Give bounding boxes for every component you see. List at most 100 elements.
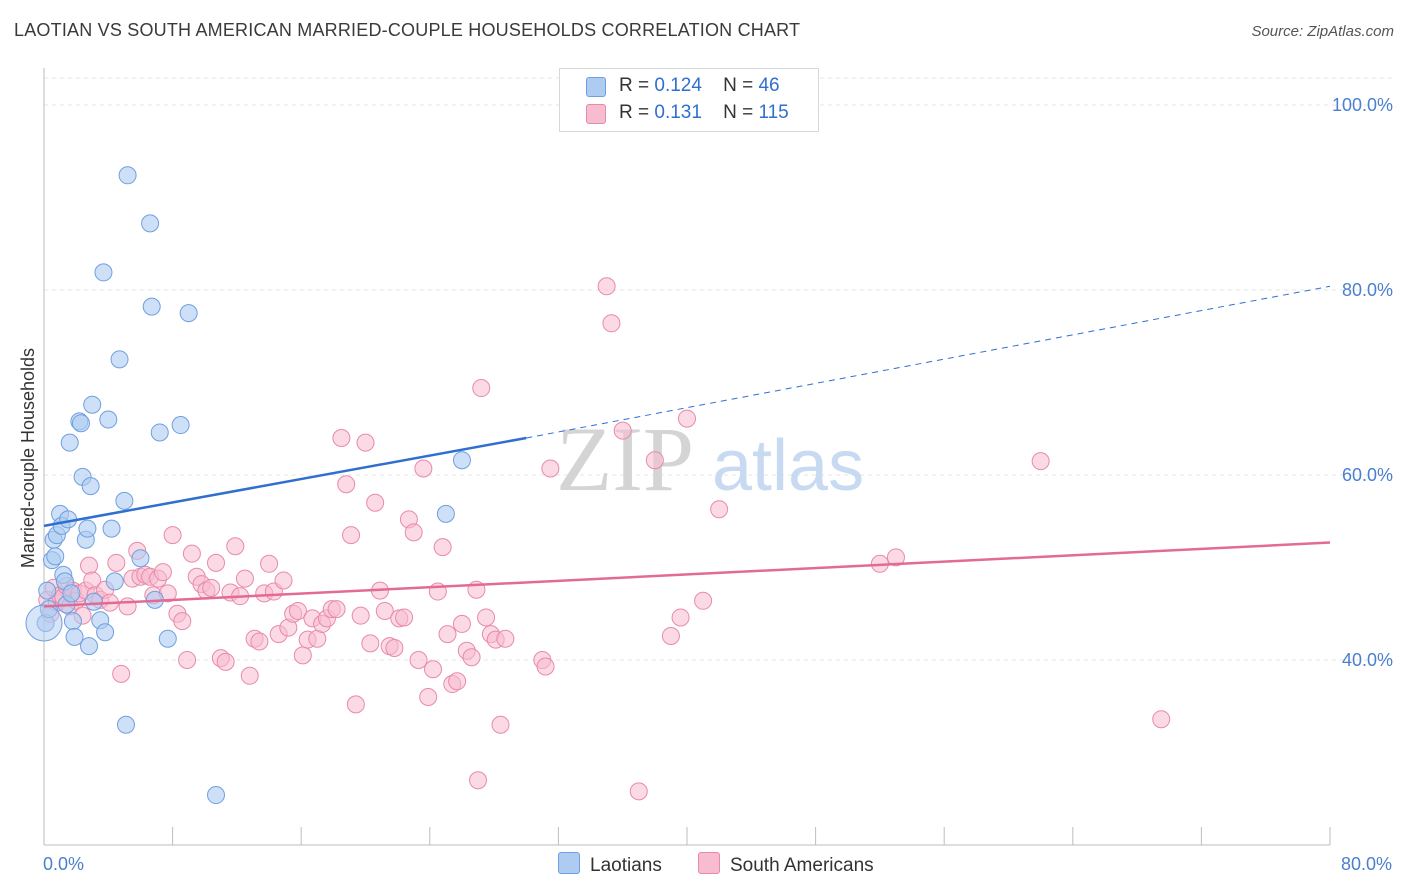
laotian-point bbox=[65, 627, 84, 646]
south-american-point bbox=[356, 433, 375, 452]
south-american-point bbox=[404, 523, 423, 542]
laotian-point bbox=[71, 414, 90, 433]
y-tick-labels: 40.0% 60.0% 80.0% 100.0% bbox=[1332, 95, 1393, 670]
laotian-point bbox=[158, 629, 177, 648]
south-american-point bbox=[678, 409, 696, 428]
laotian-point bbox=[78, 519, 97, 538]
bottom-legend-laotians: Laotians bbox=[558, 852, 662, 877]
laotian-point bbox=[105, 572, 124, 591]
laotian-point-large bbox=[25, 604, 63, 642]
laotian-point bbox=[83, 395, 102, 414]
south-american-point bbox=[419, 688, 438, 706]
laotian-point bbox=[62, 584, 81, 603]
legend: R = 0.124 N = 46 R = 0.131 N = 115 bbox=[559, 68, 819, 132]
laotian-point bbox=[46, 547, 65, 566]
south-american-point bbox=[385, 638, 404, 657]
south-american-point bbox=[182, 544, 201, 563]
south-american-point bbox=[536, 657, 555, 676]
laotian-point bbox=[81, 477, 100, 496]
south-american-point bbox=[361, 634, 380, 653]
south-american-point bbox=[645, 451, 664, 470]
south-american-point bbox=[240, 666, 259, 685]
south-american-point bbox=[452, 614, 471, 633]
south-american-point bbox=[1031, 452, 1050, 471]
south-american-point bbox=[491, 715, 510, 734]
south-american-point bbox=[424, 660, 443, 679]
south-american-point bbox=[207, 553, 226, 572]
south-american-point bbox=[613, 421, 632, 440]
legend-r-value: 0.131 bbox=[654, 102, 702, 123]
south-american-point bbox=[602, 314, 621, 333]
laotian-point bbox=[110, 350, 129, 369]
y-tick-label: 100.0% bbox=[1332, 95, 1393, 115]
south-american-point bbox=[327, 600, 346, 619]
laotian-point bbox=[102, 519, 121, 538]
laotian-point bbox=[436, 504, 455, 523]
south-american-point bbox=[448, 672, 467, 691]
laotian-point bbox=[80, 637, 99, 656]
bottom-legend-south-americans: South Americans bbox=[698, 852, 874, 877]
south-american-point bbox=[477, 608, 496, 627]
bottom-legend-swatch-pink bbox=[698, 852, 720, 874]
laotian-point bbox=[207, 786, 226, 805]
south-american-point bbox=[118, 597, 137, 616]
laotian-trend-line bbox=[43, 436, 527, 528]
laotian-trend-extension bbox=[526, 285, 1331, 439]
south-american-point bbox=[1152, 710, 1171, 729]
laotian-point bbox=[63, 612, 82, 631]
legend-n-value: 115 bbox=[758, 102, 789, 123]
south-american-point bbox=[288, 601, 307, 620]
laotian-point bbox=[142, 297, 161, 316]
watermark-atlas: atlas bbox=[712, 426, 864, 506]
laotian-point bbox=[115, 491, 134, 510]
south-american-point bbox=[366, 493, 385, 512]
laotian-point bbox=[116, 715, 135, 734]
south-american-point bbox=[235, 569, 254, 588]
laotian-point bbox=[118, 166, 137, 185]
south-american-point bbox=[629, 782, 648, 801]
south-american-point bbox=[694, 591, 713, 610]
axes bbox=[43, 68, 1331, 846]
south-american-point bbox=[153, 563, 172, 582]
laotian-point bbox=[150, 423, 169, 442]
legend-n-value: 46 bbox=[758, 75, 780, 96]
y-tick-label: 40.0% bbox=[1342, 650, 1393, 670]
south-american-point bbox=[346, 695, 365, 714]
y-axis-label: Married-couple Households bbox=[18, 348, 38, 568]
south-american-point bbox=[163, 526, 182, 545]
south-american-point bbox=[438, 625, 457, 644]
south-american-point bbox=[886, 548, 905, 567]
legend-r-value: 0.124 bbox=[654, 75, 702, 96]
laotian-point bbox=[171, 416, 190, 435]
trend-lines bbox=[43, 285, 1331, 608]
legend-swatch-pink bbox=[586, 104, 606, 124]
laotian-point bbox=[99, 410, 118, 429]
south-american-point bbox=[173, 612, 192, 631]
south-american-point bbox=[541, 459, 560, 478]
south-american-point bbox=[469, 771, 488, 790]
south-american-point bbox=[293, 646, 312, 665]
watermark: ZIP atlas bbox=[556, 408, 864, 510]
south-american-point bbox=[178, 651, 197, 669]
south-american-point bbox=[395, 608, 414, 627]
south-american-point bbox=[260, 554, 279, 573]
south-american-point bbox=[661, 626, 680, 645]
south-american-point bbox=[671, 608, 690, 627]
south-american-point bbox=[202, 578, 221, 597]
south-american-point bbox=[710, 500, 729, 519]
south-american-point bbox=[433, 538, 452, 557]
south-american-point bbox=[342, 526, 361, 545]
south-american-point bbox=[351, 606, 370, 625]
laotian-point bbox=[94, 263, 113, 282]
south-american-point bbox=[337, 475, 356, 494]
south-american-point bbox=[80, 556, 99, 575]
x-tick-max: 80.0% bbox=[1341, 854, 1392, 874]
south-american-point bbox=[597, 277, 616, 296]
y-tick-label: 80.0% bbox=[1342, 280, 1393, 300]
laotian-point bbox=[131, 549, 150, 568]
south-american-point bbox=[414, 459, 433, 478]
chart-title: LAOTIAN VS SOUTH AMERICAN MARRIED-COUPLE… bbox=[14, 20, 801, 40]
south-american-point bbox=[274, 571, 293, 590]
south-american-trend-line bbox=[43, 541, 1331, 608]
